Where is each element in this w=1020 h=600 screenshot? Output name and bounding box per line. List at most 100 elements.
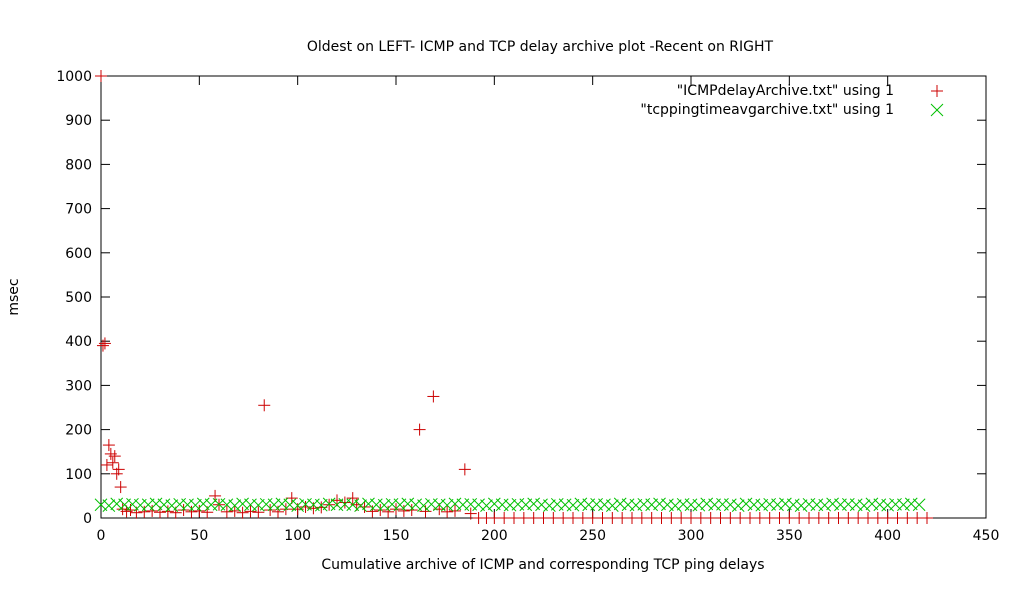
tcp-point xyxy=(401,497,415,511)
x-axis: 0 50 100 150 200 250 300 350 400 450 xyxy=(97,76,999,544)
tcp-point xyxy=(275,497,289,511)
tcp-point xyxy=(535,498,548,512)
y-tick-label: 500 xyxy=(65,290,92,306)
tcp-point xyxy=(377,498,391,512)
x-tick-label: 50 xyxy=(190,528,208,544)
tcp-point xyxy=(267,498,281,512)
tcp-point xyxy=(362,497,375,511)
tcp-point xyxy=(566,498,580,512)
tcp-point xyxy=(818,498,832,512)
y-tick-label: 600 xyxy=(65,246,92,262)
icmp-point xyxy=(100,458,113,471)
icmp-point xyxy=(193,504,206,517)
icmp-point xyxy=(112,463,125,476)
tcp-point xyxy=(771,498,784,512)
plot-frame xyxy=(100,75,987,519)
tcp-point xyxy=(480,499,493,512)
tcp-point xyxy=(661,498,674,512)
tcp-point xyxy=(794,499,808,512)
icmp-point xyxy=(106,456,119,469)
tcp-point xyxy=(723,498,737,512)
tcp-point xyxy=(110,497,124,511)
tcp-point xyxy=(700,497,714,511)
tcp-point xyxy=(228,499,242,512)
y-tick-label: 200 xyxy=(65,423,92,439)
tcp-point xyxy=(739,497,753,511)
tcp-point xyxy=(126,497,139,511)
tcp-point xyxy=(865,497,879,511)
y-axis-label: msec xyxy=(6,278,22,315)
tcp-point xyxy=(354,499,367,512)
tcp-point xyxy=(904,497,918,511)
tcp-point xyxy=(519,498,533,512)
icmp-point xyxy=(236,506,249,519)
legend-plus-icon xyxy=(931,85,943,97)
icmp-point xyxy=(177,504,190,517)
icmp-point xyxy=(96,339,109,352)
icmp-point xyxy=(441,505,454,518)
y-tick-label: 0 xyxy=(83,511,92,527)
tcp-point xyxy=(189,498,202,512)
tcp-point xyxy=(417,499,430,512)
tcp-point xyxy=(157,498,171,512)
x-tick-label: 100 xyxy=(284,528,311,544)
y-tick-label: 1000 xyxy=(56,69,92,85)
chart-title: Oldest on LEFT- ICMP and TCP delay archi… xyxy=(307,39,774,55)
tcp-point xyxy=(149,497,163,511)
tcp-point xyxy=(220,498,234,512)
icmp-point xyxy=(258,399,271,412)
icmp-point xyxy=(252,506,265,519)
x-tick-label: 150 xyxy=(383,528,410,544)
legend-marker-tcp xyxy=(930,103,944,117)
tcp-point xyxy=(574,497,588,511)
tcp-point xyxy=(527,497,541,511)
legend-marker-icmp xyxy=(931,85,943,97)
icmp-point xyxy=(185,505,198,518)
x-tick-label: 0 xyxy=(97,528,106,544)
icmp-point xyxy=(358,500,371,513)
tcp-point xyxy=(283,498,297,512)
series-layer xyxy=(94,70,933,524)
tcp-point xyxy=(629,498,643,512)
tcp-point xyxy=(236,497,249,511)
tcp-point xyxy=(826,497,839,511)
tcp-point xyxy=(196,497,210,511)
icmp-point xyxy=(228,504,241,517)
tcp-point xyxy=(472,498,485,512)
x-tick-label: 350 xyxy=(776,528,803,544)
icmp-point xyxy=(413,423,426,436)
icmp-point xyxy=(98,337,111,350)
icmp-point xyxy=(921,512,933,524)
tcp-point xyxy=(598,498,611,512)
tcp-point xyxy=(731,499,745,512)
icmp-point xyxy=(449,504,461,517)
tcp-point xyxy=(102,499,116,512)
tcp-point xyxy=(605,499,619,512)
tcp-point xyxy=(503,498,517,512)
legend-label-tcp: "tcppingtimeavgarchive.txt" using 1 xyxy=(640,102,894,118)
x-tick-label: 300 xyxy=(678,528,705,544)
y-tick-label: 700 xyxy=(65,202,92,218)
tcp-point xyxy=(653,497,666,511)
tcp-point xyxy=(849,498,863,512)
tcp-point xyxy=(322,497,336,511)
x-axis-label: Cumulative archive of ICMP and correspon… xyxy=(321,557,764,573)
series-tcp xyxy=(94,497,926,512)
icmp-point xyxy=(323,498,336,511)
icmp-point xyxy=(464,507,477,520)
x-tick-label: 400 xyxy=(874,528,901,544)
x-tick-label: 200 xyxy=(481,528,508,544)
icmp-point xyxy=(338,496,351,509)
tcp-point xyxy=(692,498,706,512)
icmp-point xyxy=(161,505,174,518)
tcp-point xyxy=(440,498,454,512)
tcp-point xyxy=(668,499,682,512)
y-tick-label: 400 xyxy=(65,334,92,350)
icmp-point xyxy=(244,505,257,518)
tcp-point xyxy=(291,499,305,512)
icmp-point xyxy=(138,505,151,518)
icmp-point xyxy=(405,504,418,517)
legend-cross-icon xyxy=(930,103,944,117)
icmp-point xyxy=(108,450,121,463)
